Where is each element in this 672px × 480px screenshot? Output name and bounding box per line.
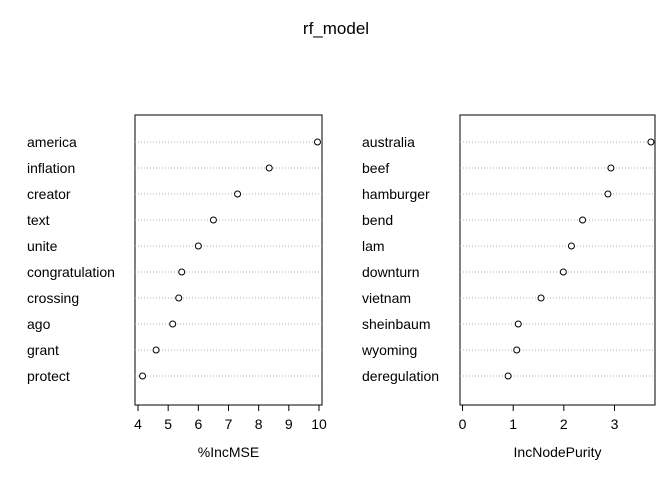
x-tick-label: 6 [194, 416, 202, 432]
row-label: creator [27, 186, 71, 202]
x-tick-label: 10 [311, 416, 327, 432]
x-tick-label: 4 [134, 416, 142, 432]
row-label: australia [362, 134, 415, 150]
row-label: sheinbaum [362, 316, 431, 332]
x-axis: 4 5 6 7 8 9 10 [134, 404, 327, 432]
data-point [209, 216, 217, 224]
x-axis-title: %IncMSE [198, 444, 259, 460]
row-label: wyoming [361, 342, 417, 358]
row-label: text [27, 212, 50, 228]
data-point [313, 138, 321, 146]
row-label: crossing [27, 290, 79, 306]
data-point [567, 242, 575, 250]
data-point [178, 268, 186, 276]
row-label: vietnam [362, 290, 411, 306]
data-point [579, 216, 587, 224]
data-point [647, 138, 655, 146]
chart-title: rf_model [303, 19, 369, 38]
row-label: america [27, 134, 77, 150]
row-label: deregulation [362, 368, 439, 384]
x-tick-label: 9 [285, 416, 293, 432]
plot-frame [134, 114, 323, 406]
row-label: hamburger [362, 186, 430, 202]
x-tick-label: 3 [611, 416, 619, 432]
x-tick-label: 2 [560, 416, 568, 432]
row-label: unite [27, 238, 58, 254]
data-point [604, 190, 612, 198]
data-point [194, 242, 202, 250]
panels: america inflation creator text unite congratu… [27, 114, 656, 460]
data-point [175, 294, 183, 302]
data-point [607, 164, 615, 172]
row-label: bend [362, 212, 393, 228]
row-label: ago [27, 316, 51, 332]
data-point [504, 372, 512, 380]
x-tick-label: 8 [255, 416, 263, 432]
x-tick-label: 1 [509, 416, 517, 432]
row-label: grant [27, 342, 59, 358]
panel-imse: america inflation creator text unite congratu… [27, 114, 327, 460]
x-tick-label: 7 [225, 416, 233, 432]
data-point [559, 268, 567, 276]
panel-purity: australia beef hamburger bend lam downturn vie… [361, 114, 656, 460]
data-point [513, 346, 521, 354]
row-label: congratulation [27, 264, 115, 280]
data-point [537, 294, 545, 302]
data-point [265, 164, 273, 172]
data-point [152, 346, 160, 354]
data-point [234, 190, 242, 198]
x-tick-label: 5 [164, 416, 172, 432]
row-label: lam [362, 238, 385, 254]
row-label: downturn [362, 264, 420, 280]
x-tick-label: 0 [459, 416, 467, 432]
row-label: protect [27, 368, 70, 384]
data-point [514, 320, 522, 328]
plot-frame [459, 114, 656, 406]
x-axis-title: IncNodePurity [514, 444, 602, 460]
row-label: beef [362, 160, 389, 176]
row-label: inflation [27, 160, 75, 176]
data-point [139, 372, 147, 380]
data-point [169, 320, 177, 328]
x-axis: 0 1 2 3 [459, 404, 619, 432]
